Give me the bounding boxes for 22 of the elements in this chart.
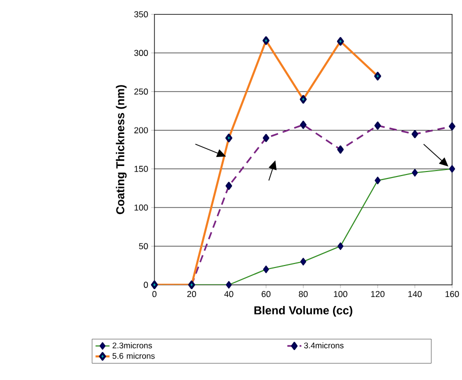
- x-tick-label: 80: [298, 291, 308, 298]
- y-tick-label: 250: [134, 88, 148, 95]
- y-tick-label: 50: [139, 243, 148, 250]
- x-tick-label: 120: [371, 291, 385, 298]
- x-tick-label: 140: [408, 291, 422, 298]
- x-tick-label: 40: [224, 291, 234, 298]
- x-tick-label: 20: [187, 291, 196, 298]
- x-tick-label: 0: [152, 291, 156, 298]
- x-tick-label: 160: [446, 291, 459, 298]
- x-axis-title: Blend Volume (cc): [254, 306, 352, 317]
- x-tick-label: 100: [334, 291, 348, 298]
- legend-label: 3.4microns: [304, 342, 344, 348]
- y-tick-label: 150: [134, 166, 148, 172]
- y-tick-label: 0: [144, 282, 148, 288]
- x-tick-label: 60: [262, 291, 270, 298]
- legend-label: 2.3microns: [112, 342, 152, 348]
- y-axis-title: Coating Thickness (nm): [116, 85, 127, 214]
- y-tick-label: 350: [134, 11, 148, 18]
- y-tick-label: 200: [134, 127, 148, 134]
- y-tick-label: 100: [134, 204, 148, 211]
- legend-label: 5.6 microns: [112, 352, 155, 359]
- y-tick-label: 300: [134, 50, 148, 56]
